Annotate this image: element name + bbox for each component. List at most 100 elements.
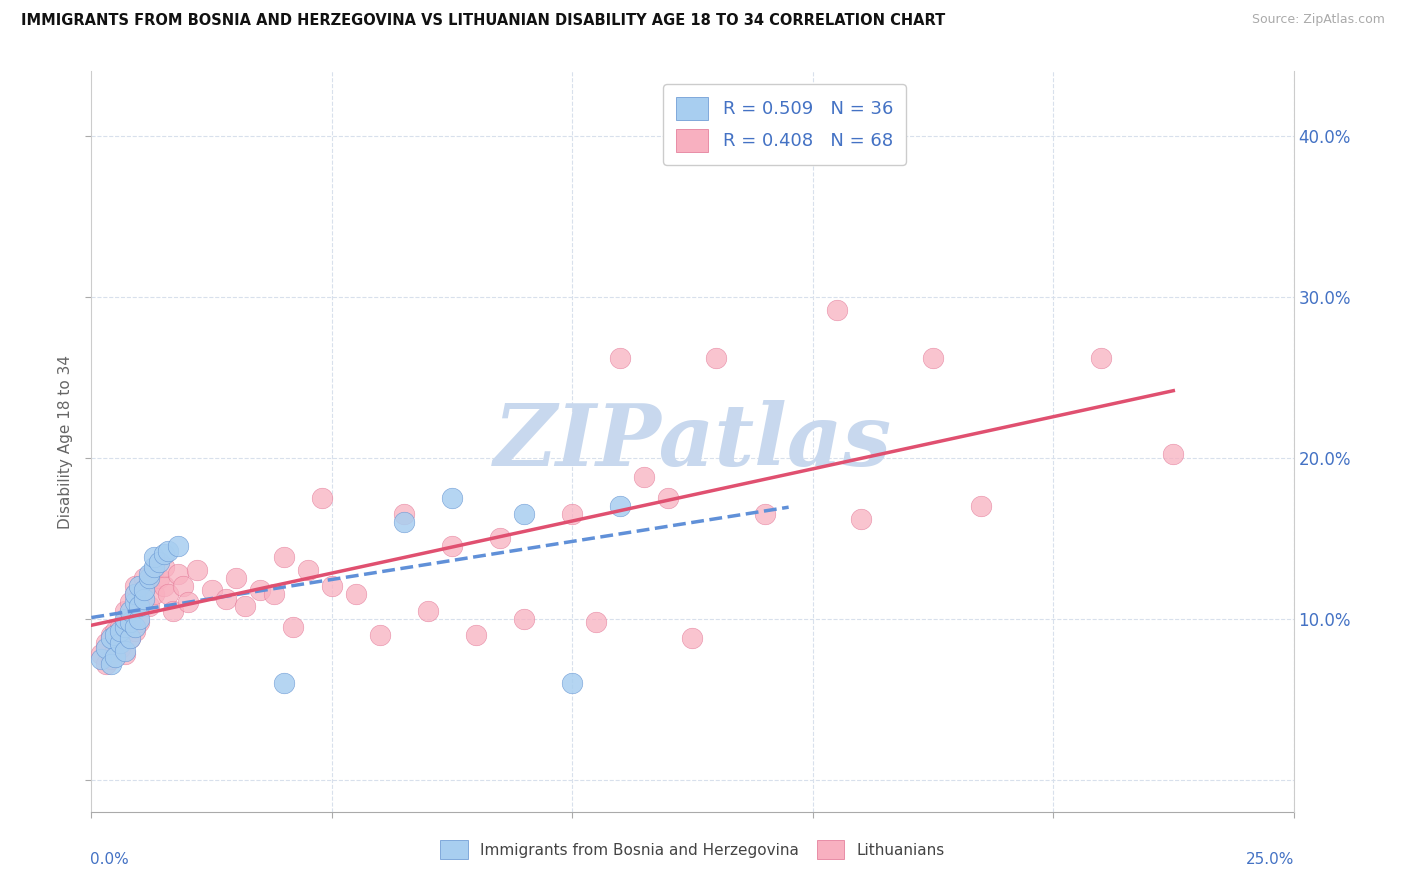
Point [134,582,156,597]
Point [114,644,136,658]
Point [263,587,285,601]
Point [215,592,238,607]
Point [970,499,993,513]
Point [134,582,156,597]
Point [513,611,536,625]
Point [118,631,141,645]
Point [104,628,127,642]
Point [416,603,439,617]
Point [152,560,174,574]
Point [128,592,150,607]
Point [110,636,132,650]
Point [489,531,512,545]
Text: 0.0%: 0.0% [90,853,129,867]
Point [706,351,728,365]
Text: ZIPatlas: ZIPatlas [494,400,891,483]
Point [100,628,122,642]
Point [142,560,165,574]
Point [114,615,136,629]
Point [90,647,112,661]
Point [922,351,945,365]
Point [124,579,146,593]
Point [201,582,224,597]
Point [1161,447,1184,461]
Point [138,566,160,581]
Point [124,587,146,601]
Point [825,302,848,317]
Text: IMMIGRANTS FROM BOSNIA AND HERZEGOVINA VS LITHUANIAN DISABILITY AGE 18 TO 34 COR: IMMIGRANTS FROM BOSNIA AND HERZEGOVINA V… [21,13,945,29]
Point [585,615,607,629]
Point [657,491,679,505]
Point [368,628,391,642]
Legend: Immigrants from Bosnia and Herzegovina, Lithuanians: Immigrants from Bosnia and Herzegovina, … [433,832,952,867]
Point [440,491,463,505]
Point [283,619,305,633]
Point [110,624,132,639]
Point [110,631,132,645]
Point [142,587,165,601]
Point [148,555,170,569]
Point [297,563,319,577]
Point [249,582,271,597]
Point [128,579,150,593]
Point [609,499,631,513]
Point [128,611,150,625]
Point [311,491,333,505]
Point [124,624,146,639]
Point [128,615,150,629]
Point [114,619,136,633]
Point [273,550,295,565]
Point [233,599,256,613]
Point [609,351,631,365]
Point [561,507,583,521]
Point [100,657,122,671]
Point [124,619,146,633]
Point [152,547,174,561]
Point [186,563,208,577]
Point [176,595,198,609]
Text: Source: ZipAtlas.com: Source: ZipAtlas.com [1251,13,1385,27]
Point [344,587,367,601]
Point [104,644,127,658]
Point [157,587,180,601]
Point [138,571,160,585]
Point [118,603,141,617]
Point [110,619,132,633]
Point [392,507,415,521]
Point [128,599,150,613]
Point [167,566,190,581]
Point [172,579,194,593]
Point [225,571,247,585]
Point [157,544,180,558]
Point [138,576,160,591]
Point [440,539,463,553]
Point [465,628,488,642]
Point [118,615,141,629]
Point [392,515,415,529]
Point [849,512,872,526]
Point [94,657,117,671]
Point [100,631,122,645]
Point [142,550,165,565]
Point [90,652,112,666]
Point [167,539,190,553]
Point [114,611,136,625]
Point [633,470,655,484]
Point [1090,351,1112,365]
Point [162,603,184,617]
Point [124,587,146,601]
Point [513,507,536,521]
Text: 25.0%: 25.0% [1246,853,1295,867]
Point [142,563,165,577]
Point [134,571,156,585]
Point [94,640,117,655]
Point [273,676,295,690]
Y-axis label: Disability Age 18 to 34: Disability Age 18 to 34 [58,354,73,529]
Point [561,676,583,690]
Point [104,624,127,639]
Point [138,599,160,613]
Point [114,603,136,617]
Point [134,592,156,607]
Point [148,571,170,585]
Point [681,631,703,645]
